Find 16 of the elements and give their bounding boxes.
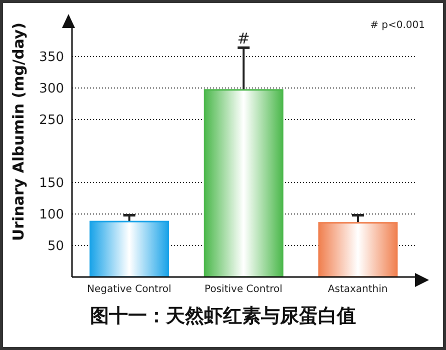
y-axis-title: Urinary Albumin (mg/day) — [9, 22, 28, 241]
y-tick-label: 300 — [39, 82, 64, 97]
annotation: # p<0.001 — [370, 20, 425, 31]
y-tick-label: 50 — [47, 239, 64, 254]
bar — [204, 89, 284, 277]
annotation: # — [237, 30, 250, 48]
x-tick-label: Positive Control — [204, 284, 282, 296]
bar — [90, 220, 170, 277]
y-tick-label: 350 — [39, 50, 64, 66]
y-tick-label: 250 — [39, 113, 64, 128]
y-tick-label: 100 — [39, 208, 64, 223]
bar — [318, 222, 398, 277]
y-tick-label: 150 — [39, 176, 64, 192]
x-tick-label: Negative Control — [87, 284, 172, 296]
x-tick-label: Astaxanthin — [328, 284, 388, 296]
text: 图十一：天然虾红素与尿蛋白值 — [89, 304, 357, 329]
